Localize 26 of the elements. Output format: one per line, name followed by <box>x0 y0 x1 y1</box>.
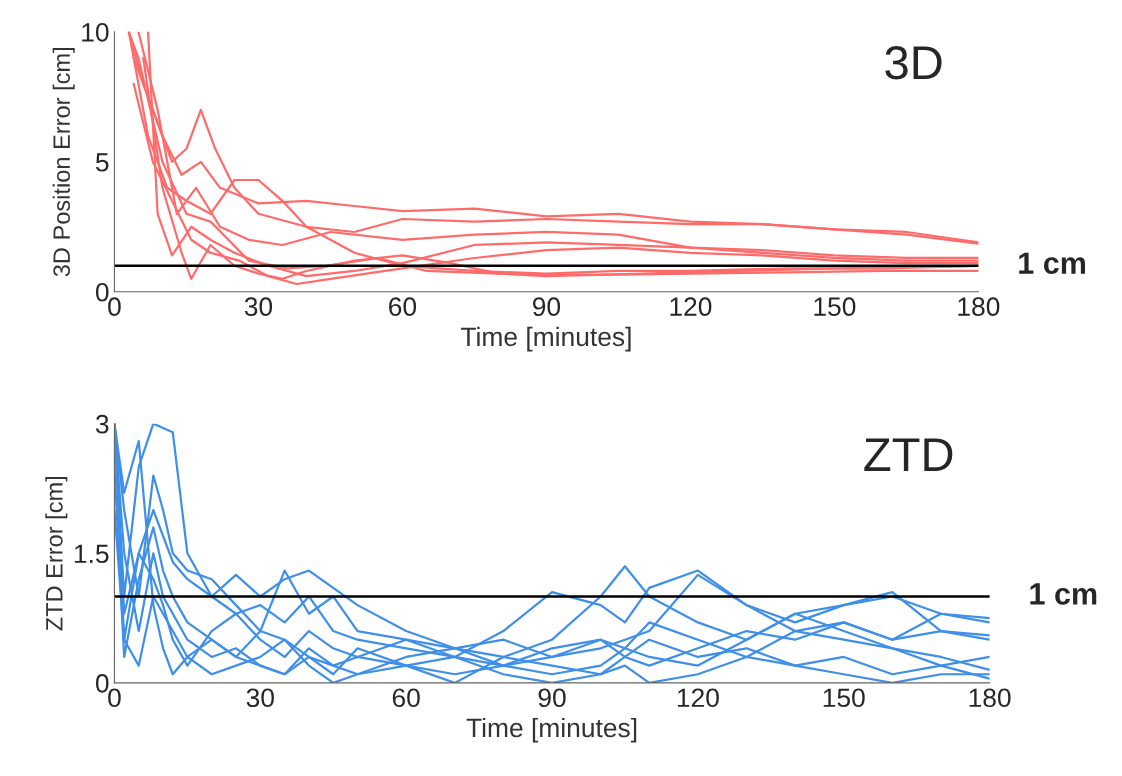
x-tick-label: 150 <box>814 297 856 317</box>
x-tick-label: 30 <box>246 688 274 708</box>
ref-line-label: 1 cm <box>1030 583 1097 605</box>
y-tick-label: 0 <box>95 282 109 302</box>
x-tick-label: 120 <box>670 297 712 317</box>
y-axis-title: ZTD Error [cm] <box>45 476 68 631</box>
x-tick-label: 120 <box>677 688 719 708</box>
ref-line-label: 1 cm <box>1019 252 1086 274</box>
y-tick-label: 0 <box>95 674 109 693</box>
x-axis-title: Time [minutes] <box>460 326 631 352</box>
chart-title: ZTD <box>864 438 953 471</box>
chart-title: 3D <box>885 46 942 80</box>
y-tick-label: 10 <box>82 22 109 42</box>
y-tick-label: 3 <box>95 414 109 434</box>
x-tick-label: 30 <box>244 297 273 317</box>
x-tick-label: 90 <box>532 297 561 317</box>
x-tick-label: 180 <box>969 688 1011 708</box>
x-tick-label: 90 <box>538 688 566 708</box>
x-axis-title: Time [minutes] <box>466 717 637 743</box>
y-axis-title: 3D Position Error [cm] <box>52 48 75 277</box>
x-tick-label: 60 <box>392 688 420 708</box>
y-tick-label: 1.5 <box>74 544 109 564</box>
y-tick-label: 5 <box>95 153 109 172</box>
x-tick-label: 150 <box>823 688 865 708</box>
x-tick-label: 180 <box>958 297 1000 317</box>
x-tick-label: 60 <box>389 297 417 317</box>
